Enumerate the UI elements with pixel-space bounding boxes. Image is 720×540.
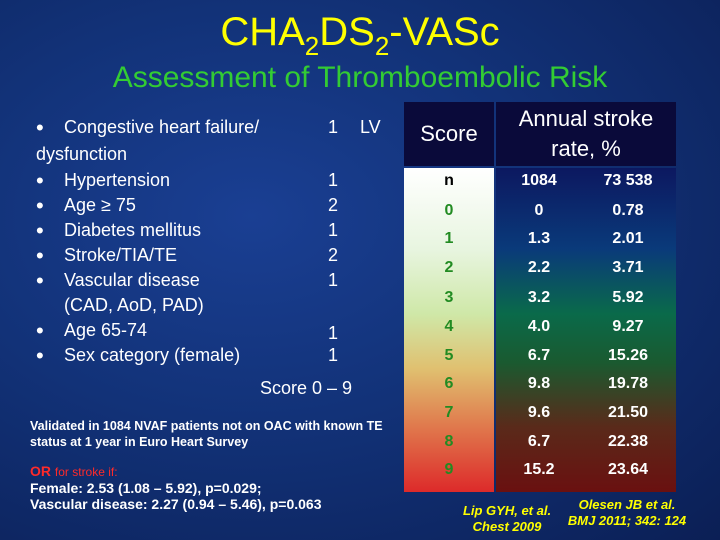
row-n: 1084	[521, 172, 557, 189]
criterion-points: 1	[328, 170, 339, 190]
row-rate: 19.78	[607, 375, 649, 392]
citation-olesen: Olesen JB et al. BMJ 2011; 342: 124	[567, 497, 687, 528]
criterion-sex: • Sex category (female) 1	[36, 343, 396, 371]
row-n: 0	[534, 202, 544, 219]
table-row: 8 6.7 22.38	[404, 433, 676, 459]
table-header-rate: Annual stroke rate, %	[496, 102, 676, 166]
criterion-label: Sex category (female)	[64, 345, 241, 365]
criterion-hypertension: • Hypertension 1	[36, 168, 396, 196]
table-row: 2 2.2 3.71	[404, 259, 676, 285]
row-score: 0	[444, 202, 454, 219]
score-range: Score 0 – 9	[260, 378, 353, 398]
criterion-label: Age 65-74	[64, 320, 148, 340]
or-vascular: Vascular disease: 2.27 (0.94 – 5.46), p=…	[30, 496, 322, 512]
rate-column-background	[496, 168, 676, 492]
row-rate: 3.71	[612, 259, 644, 276]
row-score: 8	[444, 433, 454, 450]
citation-lip: Lip GYH, et al. Chest 2009	[462, 503, 552, 534]
row-rate: 73 538	[603, 172, 653, 189]
criterion-points: 1	[328, 117, 339, 137]
row-rate: 9.27	[612, 318, 644, 335]
criterion-points: 2	[328, 245, 339, 265]
bullet-icon: •	[36, 268, 44, 293]
criterion-diabetes: • Diabetes mellitus 1	[36, 218, 396, 246]
validation-note: Validated in 1084 NVAF patients not on O…	[30, 419, 383, 449]
table-row: n 1084 73 538	[404, 172, 676, 198]
table-row: 4 4.0 9.27	[404, 318, 676, 344]
row-n: 9.8	[527, 375, 551, 392]
criterion-extra: LV	[360, 117, 381, 137]
or-female: Female: 2.53 (1.08 – 5.92), p=0.029;	[30, 480, 262, 496]
criterion-chf-cont: dysfunction	[36, 144, 396, 170]
odds-ratio-note: OR for stroke if: Female: 2.53 (1.08 – 5…	[30, 463, 430, 512]
criterion-points: 1	[328, 220, 339, 240]
criterion-label: Vascular disease	[64, 270, 200, 290]
row-score: 4	[444, 318, 454, 335]
table-row: 6 9.8 19.78	[404, 375, 676, 401]
row-n: 3.2	[527, 289, 551, 306]
criterion-label: Hypertension	[64, 170, 171, 190]
row-score: 3	[444, 289, 454, 306]
criterion-points: 1	[328, 323, 339, 343]
row-rate: 23.64	[607, 461, 649, 478]
row-rate: 15.26	[607, 347, 649, 364]
row-score: 9	[444, 461, 454, 478]
row-rate: 22.38	[607, 433, 649, 450]
bullet-icon: •	[36, 193, 44, 218]
row-n: 15.2	[523, 461, 555, 478]
row-score: n	[444, 172, 454, 189]
criterion-points: 1	[328, 345, 339, 365]
row-score: 6	[444, 375, 454, 392]
bullet-icon: •	[36, 168, 44, 193]
table-row: 9 15.2 23.64	[404, 461, 676, 487]
bullet-icon: •	[36, 343, 44, 368]
criterion-label-cont: (CAD, AoD, PAD)	[64, 295, 204, 315]
row-n: 4.0	[527, 318, 551, 335]
bullet-icon: •	[36, 243, 44, 268]
criterion-label: Age ≥ 75	[64, 195, 136, 215]
row-n: 6.7	[527, 347, 551, 364]
row-n: 9.6	[527, 404, 551, 421]
criterion-label: Stroke/TIA/TE	[64, 245, 178, 265]
criterion-chf: • Congestive heart failure/ 1 LV	[36, 115, 396, 143]
row-score: 7	[444, 404, 454, 421]
criterion-stroke: • Stroke/TIA/TE 2	[36, 243, 396, 271]
row-score: 2	[444, 259, 454, 276]
bullet-icon: •	[36, 115, 44, 140]
row-n: 1.3	[527, 230, 551, 247]
row-rate: 0.78	[612, 202, 644, 219]
score-column-background	[404, 168, 494, 492]
criterion-age6574: • Age 65-74 1	[36, 318, 396, 346]
table-row: 3 3.2 5.92	[404, 289, 676, 315]
criterion-age75: • Age ≥ 75 2	[36, 193, 396, 221]
row-n: 2.2	[527, 259, 551, 276]
criterion-label: Diabetes mellitus	[64, 220, 202, 240]
table-row: 0 0 0.78	[404, 202, 676, 228]
bullet-icon: •	[36, 218, 44, 243]
table-header-score: Score	[404, 102, 494, 166]
or-label: OR for stroke if:	[30, 463, 118, 479]
row-score: 5	[444, 347, 454, 364]
slide-subtitle: Assessment of Thromboembolic Risk	[112, 61, 608, 94]
row-rate: 5.92	[612, 289, 644, 306]
criterion-vascular-cont: (CAD, AoD, PAD)	[36, 295, 396, 321]
row-rate: 21.50	[607, 404, 649, 421]
table-row: 7 9.6 21.50	[404, 404, 676, 430]
row-score: 1	[444, 230, 454, 247]
criterion-points: 1	[328, 270, 339, 290]
bullet-icon: •	[36, 318, 44, 343]
table-row: 1 1.3 2.01	[404, 230, 676, 256]
row-rate: 2.01	[612, 230, 644, 247]
row-n: 6.7	[527, 433, 551, 450]
table-row: 5 6.7 15.26	[404, 347, 676, 373]
criterion-label: Congestive heart failure/	[64, 117, 260, 137]
criterion-vascular: • Vascular disease 1	[36, 268, 396, 296]
criterion-label-cont: dysfunction	[36, 144, 128, 164]
slide-title: CHA2DS2-VASc	[220, 10, 500, 61]
criterion-points: 2	[328, 195, 339, 215]
